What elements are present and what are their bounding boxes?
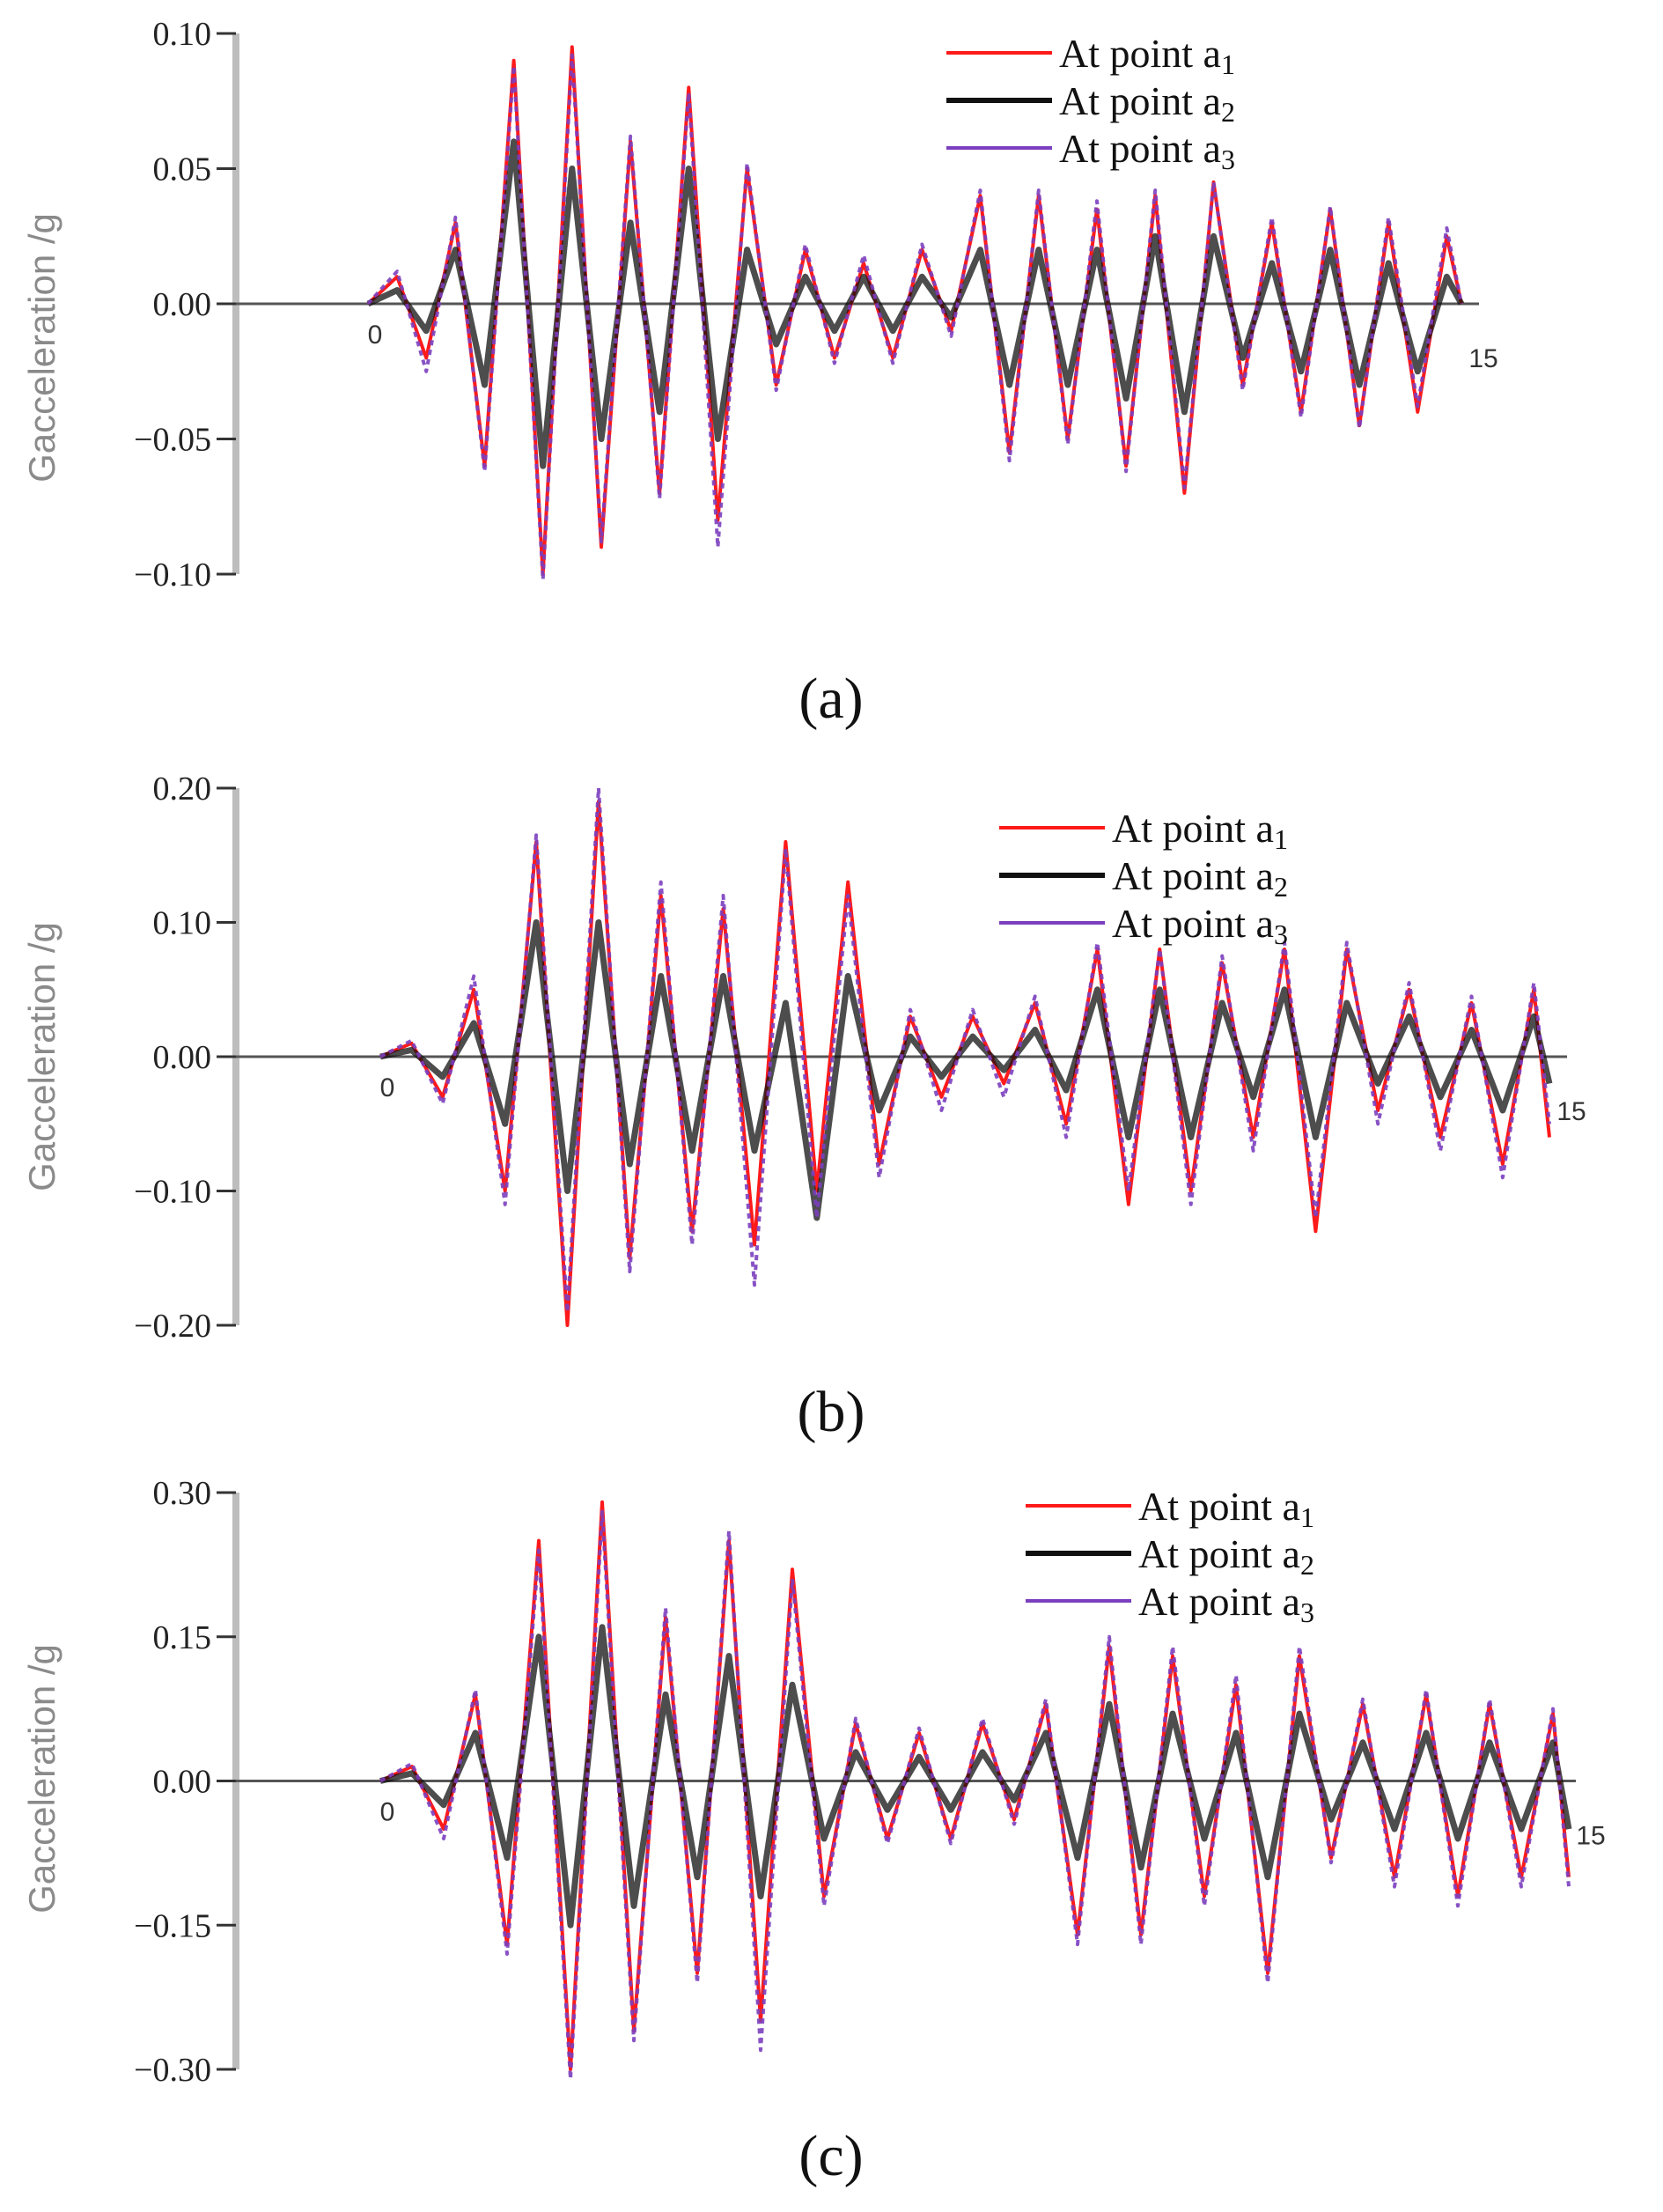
y-tick-label: 0.15 [153,1619,212,1656]
series-group [366,45,1465,582]
y-tick-label: 0.10 [153,905,212,942]
y-tick-label: −0.05 [134,422,211,459]
y-axis: 0.10 0.05 0.00 −0.05 −0.10 [134,16,239,594]
legend-label-a2: At point a2 [1059,78,1235,128]
y-tick-label: 0.00 [153,1764,212,1801]
caption: (c) [798,2124,863,2188]
series-line-a2 [379,919,1553,1221]
series-group [379,786,1553,1327]
x-tick-label: 15 [1576,1822,1605,1851]
y-axis: 0.30 0.15 0.00 −0.15 −0.30 [134,1475,239,2089]
x-tick-label: 15 [1556,1097,1586,1126]
y-tick-label: −0.15 [134,1907,211,1944]
panel-a: 0.10 0.05 0.00 −0.05 −0.10 0 15 Gacceleration… [21,16,1498,731]
y-tick-label: −0.20 [134,1308,211,1345]
y-tick-label: −0.10 [134,1174,211,1211]
y-axis-label: Gacceleration /g [21,1644,63,1913]
series-line-a3 [379,786,1551,1314]
y-axis-label: Gacceleration /g [21,213,63,483]
legend-label-a3: At point a3 [1138,1579,1314,1628]
x-axis: 0 15 [236,302,1498,373]
series-line-a2 [366,138,1465,469]
x-tick-label: 0 [368,321,383,350]
y-tick-label: 0.00 [153,286,212,323]
caption: (a) [798,667,863,731]
x-tick-label: 0 [380,1798,395,1827]
y-axis-label: Gacceleration /g [21,922,63,1191]
series-line-a3 [366,53,1463,582]
y-tick-label: 0.10 [153,16,212,53]
legend-label-a3: At point a3 [1112,901,1288,950]
legend-label-a1: At point a1 [1112,806,1288,855]
legend-label-a2: At point a2 [1112,853,1288,903]
y-tick-label: 0.30 [153,1475,212,1512]
y-tick-label: −0.10 [134,557,211,594]
x-tick-label: 0 [380,1073,395,1102]
panel-c: 0.30 0.15 0.00 −0.15 −0.30 0 15 Gacceleration… [21,1475,1606,2188]
series-group [379,1500,1572,2081]
y-tick-label: 0.20 [153,771,212,807]
y-axis: 0.20 0.10 0.00 −0.10 −0.20 [134,771,239,1345]
y-tick-label: 0.05 [153,151,212,188]
legend-label-a1: At point a1 [1059,31,1235,80]
series-line-a3 [379,1509,1571,2081]
panel-b: 0.20 0.10 0.00 −0.10 −0.20 0 15 Gacceleration… [21,771,1586,1444]
caption: (b) [798,1380,865,1444]
series-line-a2 [379,1624,1572,1928]
legend-label-a1: At point a1 [1138,1484,1314,1533]
series-line-a1 [379,1500,1571,2071]
y-tick-label: 0.00 [153,1039,212,1076]
legend-label-a2: At point a2 [1138,1531,1314,1581]
x-tick-label: 15 [1468,344,1497,373]
y-tick-label: −0.30 [134,2052,211,2089]
legend-label-a3: At point a3 [1059,126,1235,175]
